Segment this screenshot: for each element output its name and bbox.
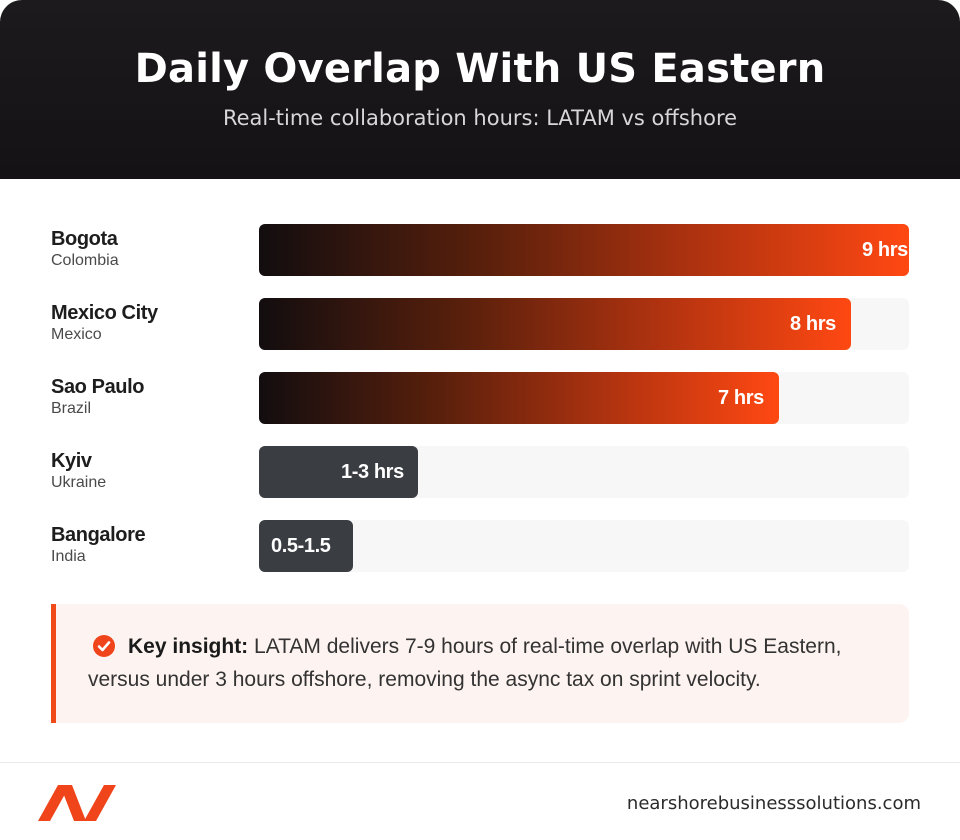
chart-row: Mexico City Mexico 8 hrs (0, 298, 960, 350)
bar (259, 224, 909, 276)
chart-row: Sao Paulo Brazil 7 hrs (0, 372, 960, 424)
bar (259, 372, 779, 424)
country-label: Colombia (51, 252, 119, 269)
insight-text: Key insight: LATAM delivers 7-9 hours of… (88, 630, 888, 696)
chart-row: Bogota Colombia 9 hrs (0, 224, 960, 276)
key-insight-box: Key insight: LATAM delivers 7-9 hours of… (51, 604, 909, 723)
bar (259, 446, 418, 498)
bar (259, 298, 851, 350)
website-domain: nearshorebusinesssolutions.com (626, 793, 921, 814)
header: Daily Overlap With US Eastern Real-time … (0, 0, 960, 179)
insight-label: Key insight: (128, 635, 249, 658)
page-title: Daily Overlap With US Eastern (134, 46, 826, 92)
bar-value-label: 8 hrs (790, 313, 836, 335)
page-subtitle: Real-time collaboration hours: LATAM vs … (222, 106, 738, 130)
nearshore-logo-icon (38, 781, 118, 830)
chart-row: Kyiv Ukraine 1-3 hrs (0, 446, 960, 498)
country-label: Brazil (51, 400, 92, 417)
bar-value-label: 7 hrs (718, 387, 764, 409)
city-label: Mexico City (51, 302, 158, 324)
check-circle-icon (93, 635, 115, 657)
bar-track (259, 520, 909, 572)
country-label: India (51, 548, 86, 565)
chart-row: Bangalore India 0.5-1.5 (0, 520, 960, 572)
overlap-bar-chart: Bogota Colombia 9 hrs Mexico City Mexico 8 hr… (0, 179, 960, 599)
footer: nearshorebusinesssolutions.com (0, 762, 960, 840)
bar (259, 520, 353, 572)
city-label: Bogota (51, 228, 118, 250)
city-label: Bangalore (51, 524, 146, 546)
bar-value-label: 1-3 hrs (341, 461, 404, 483)
city-label: Sao Paulo (51, 376, 145, 398)
country-label: Ukraine (51, 474, 107, 491)
insight-body: LATAM delivers 7-9 hours of real-time ov… (88, 635, 842, 691)
country-label: Mexico (51, 326, 102, 343)
city-label: Kyiv (51, 450, 92, 472)
bar-value-label: 9 hrs (862, 239, 908, 261)
bar-value-label: 0.5-1.5 (271, 535, 331, 557)
